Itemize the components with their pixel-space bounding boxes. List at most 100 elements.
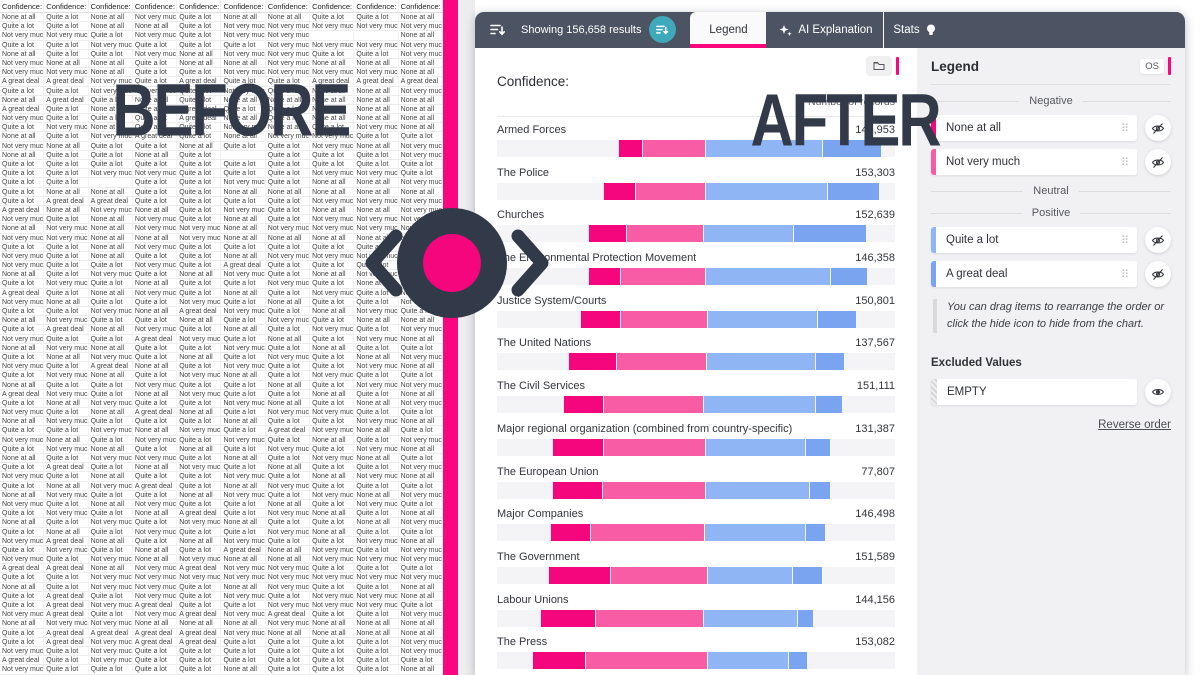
bar-track[interactable] — [497, 182, 895, 200]
bar-segment-none-at-all[interactable] — [568, 353, 617, 371]
bar-segment-quite-a-lot[interactable] — [705, 140, 822, 157]
bar-segment-a-great-deal[interactable] — [830, 268, 867, 286]
bar-segment-quite-a-lot[interactable] — [705, 481, 809, 499]
hide-eye-icon[interactable] — [1145, 261, 1171, 287]
table-cell: Not very much — [44, 545, 89, 556]
bar-segment-a-great-deal[interactable] — [804, 438, 830, 456]
bar-segment-none-at-all[interactable] — [588, 268, 620, 286]
bar-segment-not-very-much[interactable] — [601, 481, 706, 499]
bar-segment-none-at-all[interactable] — [551, 438, 604, 456]
bar-segment-not-very-much[interactable] — [603, 438, 705, 456]
bar-segment-a-great-deal[interactable] — [808, 481, 831, 499]
drag-handle-icon[interactable]: ⠿ — [1120, 234, 1129, 247]
show-eye-icon[interactable] — [1145, 379, 1171, 406]
bar-segment-not-very-much[interactable] — [619, 268, 706, 286]
bar-segment-not-very-much[interactable] — [619, 310, 707, 328]
folder-icon[interactable] — [866, 56, 892, 76]
bar-segment-not-very-much[interactable] — [641, 140, 706, 157]
bar-track[interactable] — [497, 140, 895, 157]
bar-track[interactable] — [497, 609, 895, 627]
bar-track[interactable] — [497, 652, 895, 670]
bar-segment-a-great-deal[interactable] — [821, 140, 882, 157]
drag-handle-icon[interactable]: ⠿ — [1120, 268, 1129, 281]
bar-segment-a-great-deal[interactable] — [815, 396, 842, 414]
bar-segment-not-very-much[interactable] — [603, 396, 704, 414]
bar-segment-a-great-deal[interactable] — [796, 609, 814, 627]
bar-track[interactable] — [497, 353, 895, 371]
bar-segment-none-at-all[interactable] — [548, 566, 611, 584]
table-cell: Quite a lot — [310, 334, 355, 344]
bar-track[interactable] — [497, 566, 895, 584]
bar-segment-a-great-deal[interactable] — [788, 652, 807, 670]
bar-segment-quite-a-lot[interactable] — [703, 225, 794, 243]
bar-segment-quite-a-lot[interactable] — [705, 182, 827, 200]
bar-track[interactable] — [497, 268, 895, 286]
bar-segment-not-very-much[interactable] — [635, 182, 706, 200]
excluded-value-item[interactable]: EMPTY — [931, 379, 1137, 406]
legend-item[interactable]: None at all ⠿ — [931, 115, 1137, 141]
bar-segment-quite-a-lot[interactable] — [705, 268, 831, 286]
table-cell: Quite a lot — [0, 123, 45, 133]
bar-segment-a-great-deal[interactable] — [816, 310, 857, 328]
sort-icon[interactable] — [475, 12, 521, 48]
bar-segment-not-very-much[interactable] — [616, 353, 707, 371]
sort-results-button[interactable] — [649, 16, 677, 43]
table-cell: Quite a lot — [310, 380, 355, 390]
hide-eye-icon[interactable] — [1145, 149, 1171, 175]
bar-segment-a-great-deal[interactable] — [804, 524, 825, 542]
bar-segment-not-very-much[interactable] — [610, 566, 707, 584]
bar-segment-quite-a-lot[interactable] — [703, 524, 805, 542]
bar-segment-quite-a-lot[interactable] — [703, 609, 797, 627]
table-cell: None at all — [44, 481, 89, 491]
bar-segment-none-at-all[interactable] — [580, 310, 620, 328]
bar-segment-none-at-all[interactable] — [551, 481, 602, 499]
legend-item[interactable]: A great deal ⠿ — [931, 261, 1137, 287]
bar-segment-a-great-deal[interactable] — [826, 182, 879, 200]
bar-segment-not-very-much[interactable] — [594, 609, 704, 627]
drag-handle-icon[interactable]: ⠿ — [1120, 156, 1129, 169]
transform-icon — [352, 200, 562, 328]
bar-segment-none-at-all[interactable] — [531, 652, 585, 670]
bar-track[interactable] — [497, 438, 895, 456]
table-cell: Not very much — [354, 307, 399, 317]
bar-track[interactable] — [497, 396, 895, 414]
bar-segment-a-great-deal[interactable] — [814, 353, 845, 371]
bar-segment-quite-a-lot[interactable] — [706, 566, 792, 584]
tab-legend[interactable]: Legend — [690, 12, 767, 48]
bar-track[interactable] — [497, 225, 895, 243]
bar-segment-quite-a-lot[interactable] — [706, 310, 817, 328]
bar-segment-a-great-deal[interactable] — [793, 225, 867, 243]
table-cell: A great deal — [0, 656, 45, 666]
legend-item[interactable]: Not very much ⠿ — [931, 149, 1137, 175]
hide-eye-icon[interactable] — [1145, 227, 1171, 253]
table-cell: Not very much — [0, 68, 45, 78]
bar-segment-quite-a-lot[interactable] — [703, 396, 815, 414]
bar-segment-none-at-all[interactable] — [549, 524, 590, 542]
bar-track[interactable] — [497, 524, 895, 542]
table-cell: Quite a lot — [88, 509, 133, 519]
reverse-order-link[interactable]: Reverse order — [1098, 419, 1171, 432]
table-cell: Quite a lot — [132, 141, 178, 151]
legend-item[interactable]: Quite a lot ⠿ — [931, 227, 1137, 253]
bar-segment-not-very-much[interactable] — [626, 225, 704, 243]
table-cell: None at all — [398, 13, 443, 23]
bar-segment-quite-a-lot[interactable] — [704, 438, 805, 456]
bar-segment-quite-a-lot[interactable] — [706, 652, 789, 670]
bar-segment-a-great-deal[interactable] — [791, 566, 822, 584]
bar-segment-not-very-much[interactable] — [584, 652, 707, 670]
tab-ai-explanation[interactable]: AI Explanation — [768, 12, 883, 48]
bar-segment-none-at-all[interactable] — [539, 609, 595, 627]
bar-segment-quite-a-lot[interactable] — [706, 353, 815, 371]
bar-track[interactable] — [497, 481, 895, 499]
bar-segment-none-at-all[interactable] — [618, 140, 642, 157]
bar-segment-none-at-all[interactable] — [588, 225, 627, 243]
bar-segment-not-very-much[interactable] — [589, 524, 704, 542]
table-cell: Not very much — [177, 389, 222, 399]
bar-track[interactable] — [497, 310, 895, 328]
table-cell: Quite a lot — [310, 665, 355, 675]
hide-eye-icon[interactable] — [1145, 115, 1171, 141]
drag-handle-icon[interactable]: ⠿ — [1120, 122, 1129, 135]
bar-segment-none-at-all[interactable] — [563, 396, 604, 414]
bar-segment-none-at-all[interactable] — [603, 182, 636, 200]
tab-stats[interactable]: Stats — [883, 12, 944, 48]
